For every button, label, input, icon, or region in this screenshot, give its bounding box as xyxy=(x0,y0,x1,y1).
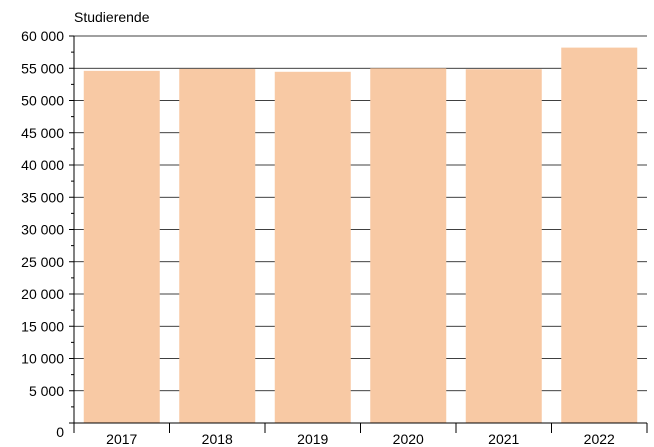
y-tick-label: 60 000 xyxy=(21,28,64,44)
x-category-label: 2018 xyxy=(202,431,233,447)
y-tick-label: 55 000 xyxy=(21,60,64,76)
y-tick-label: 50 000 xyxy=(21,93,64,109)
y-tick-label: 40 000 xyxy=(21,157,64,173)
y-tick-label: 30 000 xyxy=(21,222,64,238)
x-category-label: 2020 xyxy=(393,431,424,447)
bar-2020 xyxy=(370,68,447,423)
y-axis-title: Studierende xyxy=(74,9,150,25)
y-tick-label: 20 000 xyxy=(21,286,64,302)
ticks-layer xyxy=(69,35,648,433)
y-tick-label: 45 000 xyxy=(21,125,64,141)
y-tick-label: 15 000 xyxy=(21,318,64,334)
bars-layer xyxy=(83,47,638,424)
grid-layer xyxy=(74,35,647,392)
x-category-label: 2021 xyxy=(488,431,519,447)
x-category-label: 2019 xyxy=(297,431,328,447)
bar-2018 xyxy=(179,68,256,424)
axes-layer xyxy=(73,36,647,431)
bar-2019 xyxy=(274,71,351,424)
x-category-label: 2017 xyxy=(106,431,137,447)
bar-2022 xyxy=(561,47,638,424)
y-tick-label: 10 000 xyxy=(21,351,64,367)
labels-layer: Studierende 0 5 000 10 000 15 000 20 000 25 0… xyxy=(21,9,615,447)
bar-2017 xyxy=(83,70,160,423)
bar-2021 xyxy=(465,69,542,423)
y-tick-label: 25 000 xyxy=(21,254,64,270)
y-tick-label: 5 000 xyxy=(29,383,64,399)
x-category-label: 2022 xyxy=(584,431,615,447)
y-tick-label: 35 000 xyxy=(21,189,64,205)
y-tick-label: 0 xyxy=(56,424,64,440)
